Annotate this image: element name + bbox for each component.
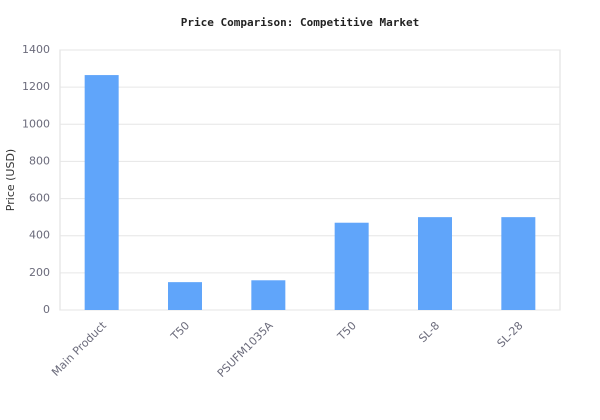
bar: [168, 282, 202, 310]
bar: [501, 217, 536, 310]
y-tick-label: 1200: [22, 80, 50, 93]
y-tick-label: 400: [29, 229, 50, 242]
y-tick-label: 800: [29, 154, 50, 167]
y-tick-label: 200: [29, 266, 50, 279]
chart-title: Price Comparison: Competitive Market: [181, 16, 419, 29]
bar: [334, 222, 369, 310]
y-tick-label: 600: [29, 192, 50, 205]
plot-frame: [59, 49, 561, 311]
y-tick-label: 0: [43, 303, 50, 316]
y-axis-title: Price (USD): [4, 149, 17, 211]
bar: [84, 75, 119, 310]
y-tick-label: 1000: [22, 117, 50, 130]
x-tick-label: Main Product: [49, 319, 109, 379]
y-tick-label: 1400: [22, 43, 50, 56]
x-tick-label: T50: [334, 319, 359, 344]
x-tick-label: SL-8: [416, 319, 442, 345]
x-tick-label: PSUFM1035A: [215, 319, 276, 380]
bar: [418, 217, 452, 310]
x-tick-label: SL-28: [495, 319, 526, 350]
bar: [251, 280, 286, 310]
x-tick-label: T50: [168, 319, 193, 344]
